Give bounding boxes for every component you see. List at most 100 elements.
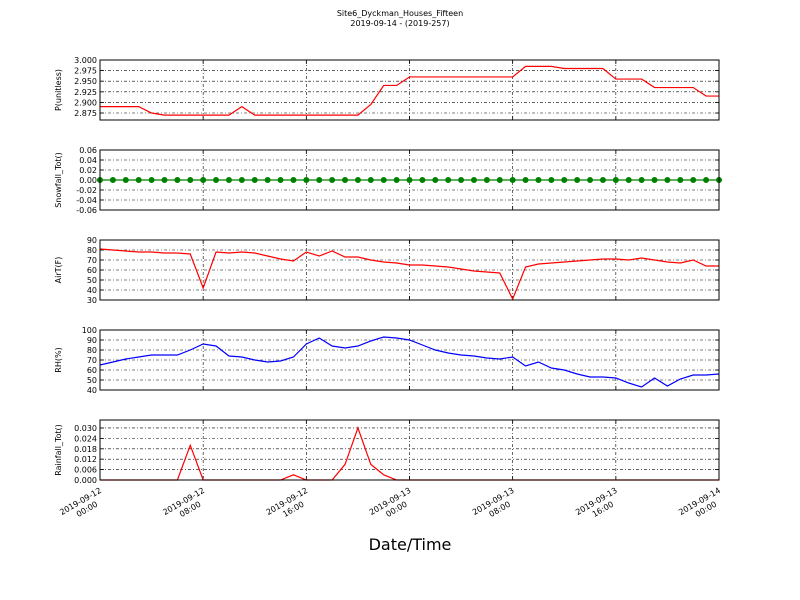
data-point: [187, 177, 194, 183]
plot-frame: [99, 149, 720, 211]
data-point: [587, 177, 594, 183]
data-point: [174, 177, 181, 183]
data-point: [342, 177, 349, 183]
data-point: [290, 177, 297, 183]
data-point: [677, 177, 684, 183]
y-tick-label: 70: [87, 356, 97, 365]
y-tick-label: 40: [87, 286, 97, 295]
data-point: [277, 177, 284, 183]
y-axis-label: P(unitless): [54, 69, 63, 111]
x-tick-label: 2019-09-1208:00: [161, 486, 211, 526]
y-tick-label: 90: [87, 336, 97, 345]
y-tick-label: -0.02: [76, 186, 97, 195]
data-line: [100, 65, 719, 116]
data-point: [535, 177, 542, 183]
data-line: [99, 248, 719, 301]
data-point: [316, 177, 323, 183]
data-point: [329, 177, 336, 183]
data-line: [99, 336, 720, 388]
y-tick-label: 2.925: [74, 88, 97, 97]
y-axis-label: RH(%): [54, 347, 63, 372]
x-tick-label: 2019-09-1400:00: [677, 486, 727, 526]
data-point: [419, 177, 426, 183]
data-point: [638, 177, 645, 183]
y-tick-label: 2.975: [74, 67, 97, 76]
data-point: [522, 177, 529, 183]
plot-frame: [99, 239, 720, 301]
chart-subtitle: 2019-09-14 - (2019-257): [350, 19, 449, 28]
data-point: [200, 177, 207, 183]
y-axis-label: Rainfall_Tot(): [54, 424, 63, 476]
data-point: [625, 177, 632, 183]
data-point: [651, 177, 658, 183]
data-point: [264, 177, 271, 183]
y-tick-label: 0.006: [74, 466, 97, 475]
x-tick-label: 2019-09-1316:00: [574, 486, 624, 526]
x-tick-label: 2019-09-1216:00: [265, 486, 315, 526]
data-point: [122, 177, 129, 183]
x-tick-label: 2019-09-1300:00: [368, 486, 418, 526]
y-tick-label: 0.04: [79, 156, 97, 165]
data-point: [690, 177, 697, 183]
data-point: [445, 177, 452, 183]
chart-title: Site6_Dyckman_Houses_Fifteen: [337, 9, 463, 18]
y-tick-label: 40: [87, 386, 97, 395]
y-tick-label: 90: [87, 236, 97, 245]
data-point: [483, 177, 490, 183]
data-point: [354, 177, 361, 183]
data-point: [612, 177, 619, 183]
y-tick-label: 2.950: [74, 77, 97, 86]
y-tick-label: 0.012: [74, 455, 97, 464]
y-tick-label: 0.000: [74, 476, 97, 485]
y-tick-label: 50: [87, 276, 97, 285]
y-tick-label: 0.024: [74, 434, 97, 443]
x-tick-label: 2019-09-1308:00: [471, 486, 521, 526]
y-tick-label: 80: [87, 346, 97, 355]
data-point: [251, 177, 258, 183]
y-axis-label: Snowfall_Tot(): [54, 152, 63, 208]
data-point: [548, 177, 555, 183]
data-point: [561, 177, 568, 183]
y-tick-label: 0.02: [79, 166, 97, 175]
data-point: [406, 177, 413, 183]
data-point: [509, 177, 516, 183]
y-tick-label: 2.875: [74, 109, 97, 118]
y-tick-label: 80: [87, 246, 97, 255]
y-tick-label: 60: [87, 266, 97, 275]
data-point: [393, 177, 400, 183]
data-point: [380, 177, 387, 183]
y-tick-label: 0.030: [74, 424, 97, 433]
data-point: [496, 177, 503, 183]
data-point: [703, 177, 710, 183]
y-tick-label: -0.06: [76, 206, 97, 215]
data-point: [664, 177, 671, 183]
data-point: [574, 177, 581, 183]
data-point: [135, 177, 142, 183]
plot-frame: [99, 59, 720, 121]
data-point: [161, 177, 168, 183]
plot-frame: [99, 419, 720, 481]
y-tick-label: -0.04: [76, 196, 97, 205]
y-tick-label: 100: [82, 326, 97, 335]
y-tick-label: 60: [87, 366, 97, 375]
data-point: [432, 177, 439, 183]
data-point: [238, 177, 245, 183]
x-axis-label: Date/Time: [369, 535, 452, 554]
data-point: [470, 177, 477, 183]
y-tick-label: 3.000: [74, 56, 97, 65]
plot-frame: [99, 329, 720, 391]
data-point: [148, 177, 155, 183]
y-tick-label: 2.900: [74, 98, 97, 107]
x-tick-label: 2019-09-1200:00: [58, 486, 108, 526]
y-tick-label: 50: [87, 376, 97, 385]
y-tick-label: 0.018: [74, 445, 97, 454]
y-tick-label: 0.00: [79, 176, 97, 185]
data-point: [599, 177, 606, 183]
y-axis-label: AirT(F): [54, 257, 63, 284]
y-tick-label: 0.06: [79, 146, 97, 155]
data-point: [303, 177, 310, 183]
data-point: [367, 177, 374, 183]
y-tick-label: 30: [87, 296, 97, 305]
y-tick-label: 70: [87, 256, 97, 265]
